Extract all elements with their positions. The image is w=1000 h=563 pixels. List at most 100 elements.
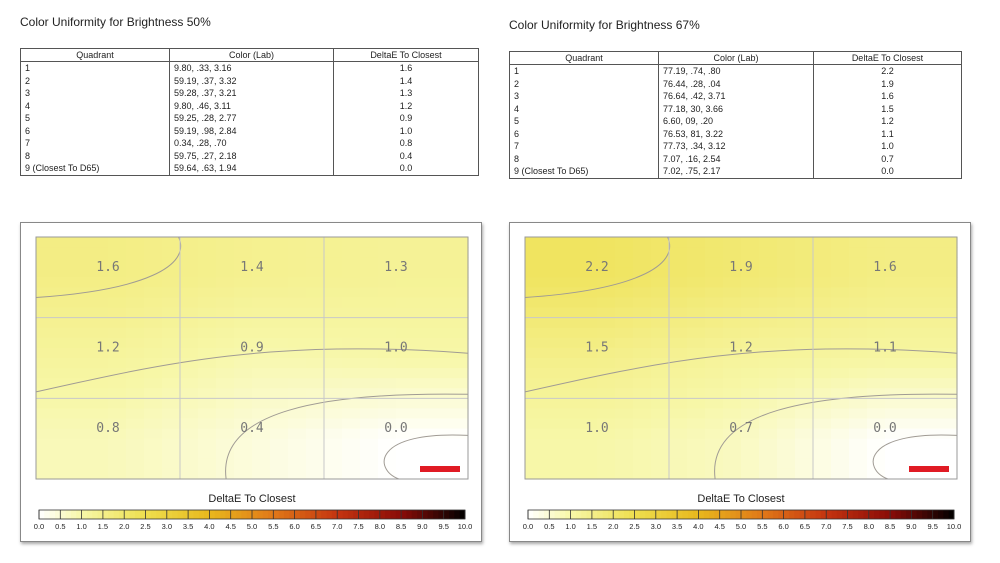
heatmap-patch — [741, 428, 760, 440]
colorbar-segment — [698, 510, 705, 519]
heatmap-patch — [705, 347, 724, 359]
table-cell-quadrant: 9 (Closest To D65) — [509, 165, 659, 179]
heatmap-patch — [759, 297, 778, 309]
table-row: 9 (Closest To D65) 59.64, .63, 1.94 0.0 — [20, 162, 479, 176]
colorbar-segment — [874, 510, 880, 519]
heatmap-patch — [324, 347, 343, 359]
heatmap-patch — [723, 448, 742, 460]
heatmap-patch — [813, 327, 832, 339]
heatmap-patch — [705, 247, 724, 258]
heatmap-patch — [759, 398, 778, 410]
heatmap-patch — [72, 428, 91, 440]
contour-line — [872, 434, 958, 480]
table-cell-color-lab: 7.02, .75, 2.17 — [658, 165, 814, 179]
heatmap-patch — [777, 247, 796, 258]
heatmap-patch — [72, 277, 91, 289]
heatmap-patch — [90, 468, 109, 480]
heatmap-patch — [36, 368, 55, 379]
heatmap-patch — [831, 337, 850, 349]
heatmap-patch — [234, 277, 253, 289]
heatmap-patch — [378, 468, 397, 480]
heatmap-patch — [723, 337, 742, 349]
heatmap-patch — [939, 388, 958, 399]
heatmap-patch — [360, 347, 379, 359]
heatmap-patch — [450, 448, 469, 460]
heatmap-patch — [615, 257, 634, 268]
heatmap-patch — [597, 327, 616, 339]
heatmap-patch — [561, 257, 580, 268]
table-row: 9 (Closest To D65) 7.02, .75, 2.17 0.0 — [509, 165, 962, 179]
heatmap-patch — [741, 438, 760, 450]
heatmap-patch — [234, 267, 253, 278]
heatmap-patch — [795, 378, 814, 389]
heatmap-patch — [831, 257, 850, 268]
heatmap-patch — [90, 448, 109, 460]
colorbar-segment — [634, 510, 641, 519]
heatmap-patch — [705, 368, 724, 379]
table-header-row: Quadrant Color (Lab) DeltaE To Closest — [20, 48, 479, 62]
heatmap-patch — [723, 267, 742, 278]
heatmap-patch — [651, 327, 670, 339]
heatmap-patch — [831, 358, 850, 369]
heatmap-patch — [414, 237, 433, 248]
table-row: 2 76.44, .28, .04 1.9 — [509, 77, 962, 90]
colorbar-tick-label: 2.0 — [608, 522, 618, 531]
heatmap-patch — [579, 347, 598, 359]
heatmap-patch — [360, 378, 379, 389]
cell-value-label: 2.2 — [585, 260, 608, 275]
heatmap-patch — [90, 458, 109, 470]
heatmap-patch — [867, 428, 886, 440]
heatmap-patch — [252, 317, 271, 329]
heatmap-patch — [759, 307, 778, 319]
heatmap-patch — [252, 247, 271, 258]
heatmap-patch — [144, 277, 163, 289]
heatmap-patch — [216, 277, 235, 289]
heatmap-patch — [543, 347, 562, 359]
table-cell-quadrant: 6 — [20, 124, 170, 137]
heatmap-patch — [723, 307, 742, 319]
heatmap-patch — [525, 368, 544, 379]
heatmap-patch — [813, 358, 832, 369]
heatmap-patch — [432, 327, 451, 339]
heatmap-patch — [669, 438, 688, 450]
heatmap-patch — [126, 428, 145, 440]
colorbar-segment — [241, 510, 248, 519]
heatmap-patch — [360, 438, 379, 450]
colorbar-tick-label: 10.0 — [947, 522, 962, 531]
heatmap-patch — [561, 307, 580, 319]
heatmap-patch — [234, 317, 253, 329]
heatmap-patch — [795, 408, 814, 420]
heatmap-patch — [939, 428, 958, 440]
heatmap-patch — [669, 287, 688, 299]
heatmap-patch — [723, 468, 742, 480]
colorbar-tick-label: 5.5 — [268, 522, 278, 531]
colorbar-segment — [353, 510, 359, 519]
colorbar-segment — [305, 510, 311, 519]
heatmap-patch — [795, 388, 814, 399]
heatmap-patch — [216, 347, 235, 359]
colorbar-segment — [618, 510, 625, 519]
heatmap-patch — [108, 237, 127, 248]
cell-value-label: 0.7 — [729, 421, 752, 436]
heatmap-patch — [831, 468, 850, 480]
heatmap-patch — [252, 428, 271, 440]
heatmap-patch — [126, 257, 145, 268]
heatmap-patch — [36, 468, 55, 480]
heatmap-patch — [651, 418, 670, 430]
colorbar-segment — [788, 510, 795, 519]
heatmap-patch — [126, 468, 145, 480]
heatmap-patch — [939, 267, 958, 278]
heatmap-patch — [144, 428, 163, 440]
table-cell-quadrant: 1 — [20, 61, 170, 75]
heatmap-patch — [921, 287, 940, 299]
colorbar-tick-label: 0.5 — [55, 522, 65, 531]
heatmap-patch — [615, 448, 634, 460]
colorbar-tick-label: 5.0 — [736, 522, 746, 531]
heatmap-patch — [741, 307, 760, 319]
colorbar-segment — [927, 510, 934, 519]
heatmap-patch — [867, 297, 886, 309]
heatmap-patch — [72, 297, 91, 309]
heatmap-patch — [162, 327, 181, 339]
heatmap-patch — [615, 317, 634, 329]
heatmap-patch — [108, 428, 127, 440]
